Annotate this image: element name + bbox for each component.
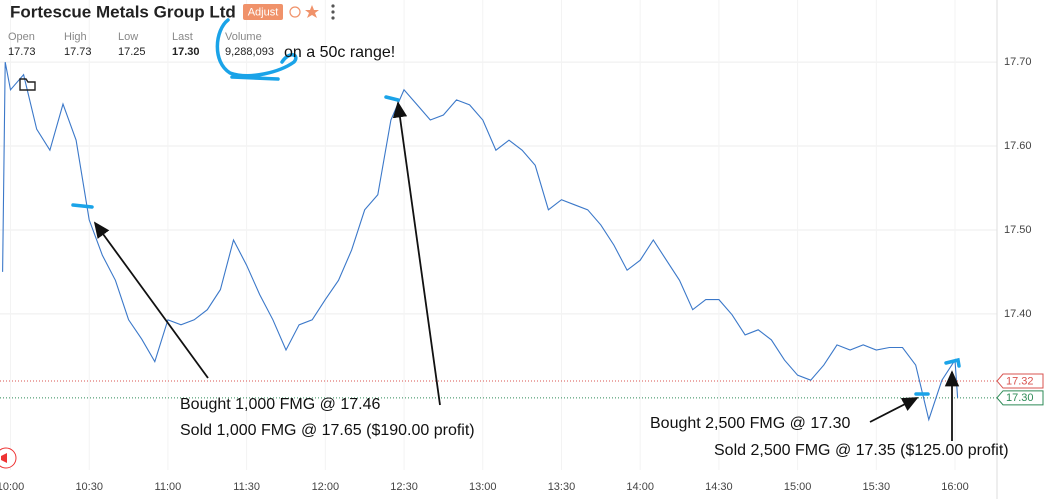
annotation: on a 50c range! xyxy=(284,44,395,61)
x-tick-label: 14:30 xyxy=(705,481,733,493)
adjust-label[interactable]: Adjust xyxy=(248,6,279,18)
stat-value: 17.30 xyxy=(172,46,200,58)
x-tick-label: 10:00 xyxy=(0,481,24,493)
stat-label: Open xyxy=(8,31,35,43)
highlight-marks xyxy=(71,18,961,396)
x-tick-label: 12:30 xyxy=(390,481,418,493)
x-tick-label: 15:30 xyxy=(863,481,891,493)
y-tick-label: 17.50 xyxy=(1004,224,1032,236)
x-tick-label: 14:00 xyxy=(626,481,654,493)
alert-icon[interactable] xyxy=(0,447,17,469)
stat-value: 17.73 xyxy=(64,46,92,58)
annotation: Bought 2,500 FMG @ 17.30 xyxy=(650,415,850,432)
x-tick-label: 11:00 xyxy=(155,481,182,493)
alert-glyph xyxy=(1,453,7,463)
x-tick-label: 10:30 xyxy=(75,481,103,493)
stat-label: Low xyxy=(118,31,138,43)
price-tag-label: 17.30 xyxy=(1006,392,1034,404)
y-tick-label: 17.40 xyxy=(1004,308,1032,320)
stat-value: 17.25 xyxy=(118,46,146,58)
x-tick-label: 13:00 xyxy=(469,481,497,493)
annotation-arrows xyxy=(93,101,960,441)
price-tag-label: 17.32 xyxy=(1006,375,1034,387)
price-line-series xyxy=(2,61,959,422)
stat-value: 17.73 xyxy=(8,46,36,58)
y-tick-label: 17.60 xyxy=(1004,140,1032,152)
y-tick-label: 17.70 xyxy=(1004,56,1032,68)
menu-icon[interactable] xyxy=(331,4,335,20)
stat-value: 9,288,093 xyxy=(225,46,274,58)
stat-label: Volume xyxy=(225,31,262,43)
star-icon[interactable] xyxy=(305,5,319,18)
x-tick-label: 15:00 xyxy=(784,481,812,493)
stat-label: Last xyxy=(172,31,193,43)
info-icon[interactable] xyxy=(289,6,301,18)
x-tick-label: 11:30 xyxy=(233,481,260,493)
x-tick-label: 13:30 xyxy=(548,481,576,493)
stat-label: High xyxy=(64,31,87,43)
annotation: Sold 2,500 FMG @ 17.35 ($125.00 profit) xyxy=(714,442,1009,459)
adjust-button[interactable] xyxy=(243,4,283,20)
chart-title: Fortescue Metals Group Ltd xyxy=(10,2,236,21)
annotation: Bought 1,000 FMG @ 17.46 xyxy=(180,396,380,413)
price-tag xyxy=(996,373,1044,389)
x-tick-label: 16:00 xyxy=(941,481,969,493)
price-tag xyxy=(996,390,1044,406)
folder-icon[interactable] xyxy=(19,78,36,91)
annotation: Sold 1,000 FMG @ 17.65 ($190.00 profit) xyxy=(180,422,475,439)
x-tick-label: 12:00 xyxy=(312,481,340,493)
